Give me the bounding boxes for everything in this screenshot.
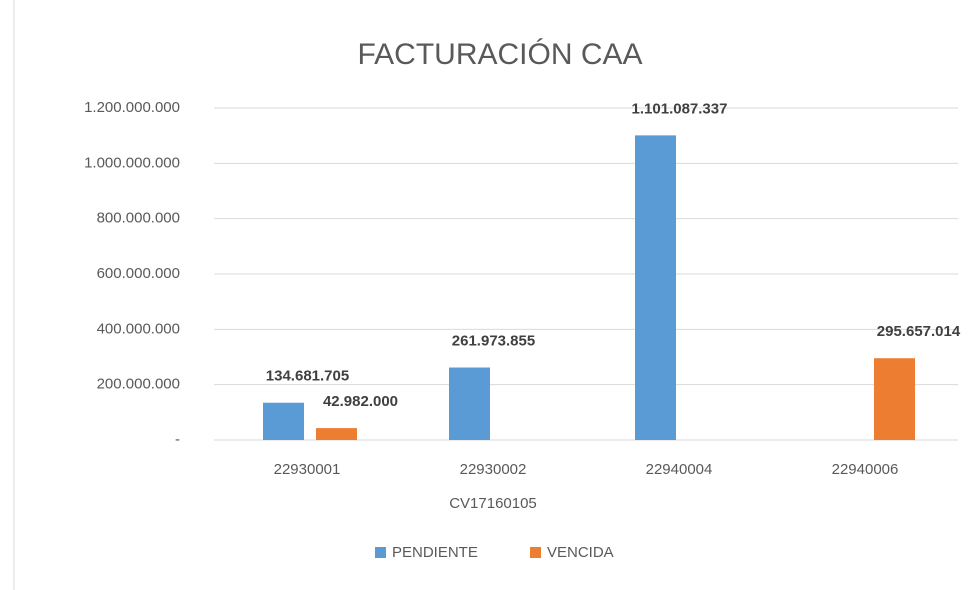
bar bbox=[449, 367, 490, 440]
value-label: 134.681.705 bbox=[266, 368, 349, 385]
y-tick-label: 1.200.000.000 bbox=[84, 99, 180, 116]
legend-label: PENDIENTE bbox=[392, 544, 478, 561]
y-tick-label: 200.000.000 bbox=[97, 376, 180, 393]
value-label: 295.657.014 bbox=[877, 323, 961, 340]
value-label: 42.982.000 bbox=[323, 393, 398, 410]
y-tick-label: 400.000.000 bbox=[97, 320, 180, 337]
y-tick-label: - bbox=[175, 431, 180, 448]
y-tick-label: 600.000.000 bbox=[97, 265, 180, 282]
value-label: 261.973.855 bbox=[452, 332, 535, 349]
x-tick-label: 22940006 bbox=[832, 461, 899, 478]
bar bbox=[874, 358, 915, 440]
legend-label: VENCIDA bbox=[547, 544, 614, 561]
y-tick-label: 1.000.000.000 bbox=[84, 154, 180, 171]
value-label: 1.101.087.337 bbox=[632, 100, 728, 117]
legend-swatch bbox=[375, 547, 386, 558]
bar bbox=[316, 428, 357, 440]
x-tick-label: 22930002 CV17160105 bbox=[449, 461, 537, 512]
chart-title: FACTURACIÓN CAA bbox=[357, 38, 642, 71]
y-tick-label: 800.000.000 bbox=[97, 210, 180, 227]
legend-swatch bbox=[530, 547, 541, 558]
bar bbox=[263, 402, 304, 440]
x-tick-label: 22930001 bbox=[274, 461, 341, 478]
x-tick-label: 22940004 bbox=[646, 461, 713, 478]
bar bbox=[635, 135, 676, 440]
